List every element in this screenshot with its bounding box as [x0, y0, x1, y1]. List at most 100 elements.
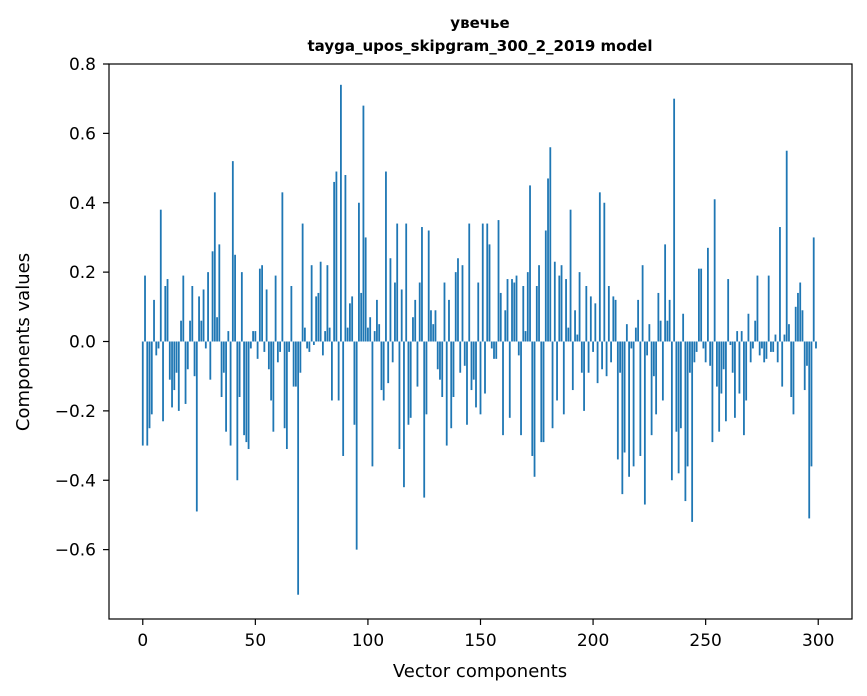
bar — [616, 341, 619, 460]
bar — [222, 341, 225, 373]
bar — [661, 341, 664, 401]
bar — [716, 341, 718, 387]
bar — [452, 341, 455, 397]
bar — [175, 341, 178, 373]
bar — [679, 341, 682, 429]
bar — [743, 341, 745, 436]
bar — [148, 341, 151, 429]
bar — [389, 258, 392, 342]
bar — [385, 171, 387, 342]
bar — [301, 223, 304, 342]
bar — [504, 310, 507, 342]
bar — [445, 341, 448, 446]
bar — [693, 341, 696, 363]
y-axis: −0.6 −0.4 −0.2 0.0 0.2 0.4 0.6 0.8 — [55, 55, 109, 561]
y-tick-label: 0.6 — [69, 124, 96, 144]
bar — [405, 223, 408, 342]
bar — [799, 282, 802, 342]
bar — [418, 282, 421, 342]
bar — [698, 268, 700, 342]
y-tick-label: 0.4 — [69, 194, 96, 214]
bar — [349, 303, 351, 342]
bar — [747, 313, 750, 342]
bar — [553, 261, 556, 342]
bar — [522, 286, 525, 342]
x-axis-title: Vector components — [393, 661, 567, 682]
bar — [657, 292, 660, 342]
bar — [592, 341, 594, 352]
bar — [166, 279, 169, 342]
y-tick-label: −0.4 — [55, 471, 96, 491]
bar — [353, 341, 356, 425]
bar — [630, 341, 633, 349]
bar — [303, 327, 306, 342]
bar — [547, 178, 549, 342]
bar — [650, 341, 653, 436]
bar — [598, 192, 601, 342]
bar — [576, 334, 579, 342]
bar — [272, 341, 275, 432]
bar — [200, 320, 203, 342]
bar — [812, 237, 815, 342]
bar — [209, 341, 212, 380]
bar — [362, 105, 365, 342]
bar — [328, 327, 331, 342]
bar — [740, 331, 743, 342]
bar — [398, 341, 401, 450]
bar — [727, 279, 730, 342]
bar — [416, 341, 419, 387]
bar — [470, 341, 473, 391]
bar — [290, 286, 293, 342]
bar — [711, 341, 714, 443]
bar — [641, 265, 644, 342]
y-tick-label: −0.2 — [55, 402, 96, 422]
bar — [709, 341, 712, 366]
bar — [704, 341, 707, 363]
chart-title: увечье — [450, 14, 509, 32]
bar — [677, 341, 680, 474]
bar — [745, 341, 748, 401]
bar — [321, 341, 324, 356]
bar — [193, 341, 196, 377]
bar — [211, 251, 214, 342]
bar — [790, 341, 793, 397]
bar — [783, 334, 786, 342]
bar — [682, 313, 685, 342]
bar — [524, 331, 527, 342]
bar — [238, 341, 241, 397]
bar — [587, 341, 590, 373]
bar — [407, 341, 410, 425]
bar — [479, 341, 482, 415]
bar — [425, 341, 428, 415]
bar — [634, 327, 637, 342]
bar — [785, 150, 788, 342]
bar — [184, 341, 187, 404]
bar — [227, 331, 230, 342]
bar — [540, 341, 543, 443]
bar — [583, 341, 585, 411]
bar — [515, 275, 518, 342]
y-tick-label: 0.2 — [69, 263, 96, 283]
bar — [252, 331, 254, 342]
bar — [517, 341, 520, 356]
bar — [803, 341, 806, 391]
bar — [204, 341, 207, 349]
bar — [508, 341, 511, 418]
bar — [310, 265, 313, 342]
bar — [549, 147, 552, 342]
bar — [734, 341, 736, 418]
bar — [159, 209, 162, 342]
bar — [558, 275, 561, 342]
bar — [344, 175, 347, 342]
chart-subtitle: tayga_upos_skipgram_300_2_2019 model — [308, 37, 653, 55]
bar — [448, 299, 450, 342]
bar — [623, 341, 626, 453]
bar — [180, 320, 182, 342]
bar — [695, 341, 698, 352]
bar — [427, 230, 430, 342]
bar — [306, 341, 309, 349]
bar — [499, 292, 502, 342]
bar — [240, 272, 243, 342]
bar — [646, 341, 649, 356]
